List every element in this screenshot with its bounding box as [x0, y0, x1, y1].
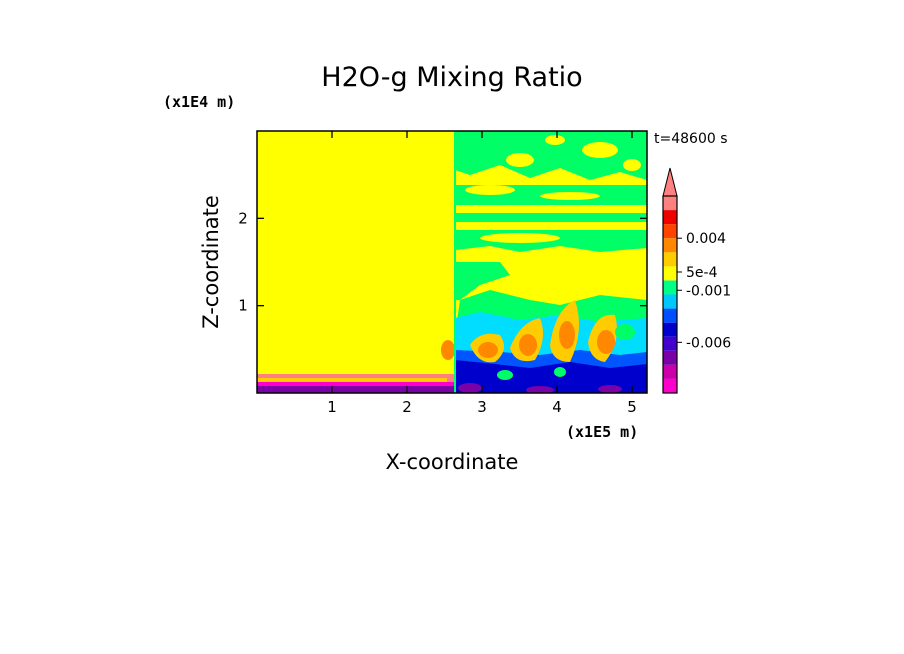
y-unit-label: (x1E4 m)	[163, 93, 235, 111]
colorbar-segment	[663, 266, 677, 281]
y-tick-label: 2	[238, 209, 248, 227]
colorbar-segment	[663, 224, 677, 239]
colorbar-label: 5e-4	[686, 265, 718, 281]
time-label: t=48600 s	[654, 131, 728, 147]
x-tick-label: 5	[627, 398, 637, 416]
plume-region	[441, 300, 647, 393]
colorbar-segment	[663, 336, 677, 351]
x-tick-label: 1	[327, 398, 337, 416]
colorbar-segment	[663, 364, 677, 379]
colorbar-segment	[663, 378, 677, 393]
colorbar-segment	[663, 196, 677, 211]
y-ticks: 12	[238, 209, 647, 315]
chart-title: H2O-g Mixing Ratio	[321, 62, 582, 93]
y-tick-label: 1	[238, 297, 248, 315]
colorbar-segment	[663, 252, 677, 267]
lower-left-bands	[257, 374, 455, 393]
colorbar-segment	[663, 210, 677, 225]
upper-yellow-patches	[465, 135, 641, 243]
x-tick-label: 3	[477, 398, 487, 416]
y-axis-label: Z-coordinate	[199, 195, 223, 329]
colorbar-label: -0.006	[686, 335, 731, 351]
upper-green-region	[455, 131, 647, 335]
x-tick-label: 4	[552, 398, 562, 416]
x-axis-label: X-coordinate	[386, 450, 519, 474]
colorbar-segment	[663, 280, 677, 295]
x-ticks: 1 2 3 4 5	[327, 131, 637, 416]
colorbar-label: 0.004	[686, 231, 726, 247]
colorbar-segment	[663, 294, 677, 309]
colorbar-segment	[663, 238, 677, 253]
colorbar-frame	[662, 195, 678, 394]
colorbar-extend-arrow	[662, 167, 678, 197]
x-tick-label: 2	[402, 398, 412, 416]
plot-frame	[256, 130, 648, 394]
colorbar-segment	[663, 308, 677, 323]
colorbar-label: -0.001	[686, 283, 731, 299]
colorbar-segment	[663, 322, 677, 337]
colorbar-segment	[663, 350, 677, 365]
heatmap-field	[257, 131, 647, 393]
colorbar: 0.004 5e-4 -0.001 -0.006	[662, 167, 731, 394]
x-unit-label: (x1E5 m)	[566, 423, 638, 441]
